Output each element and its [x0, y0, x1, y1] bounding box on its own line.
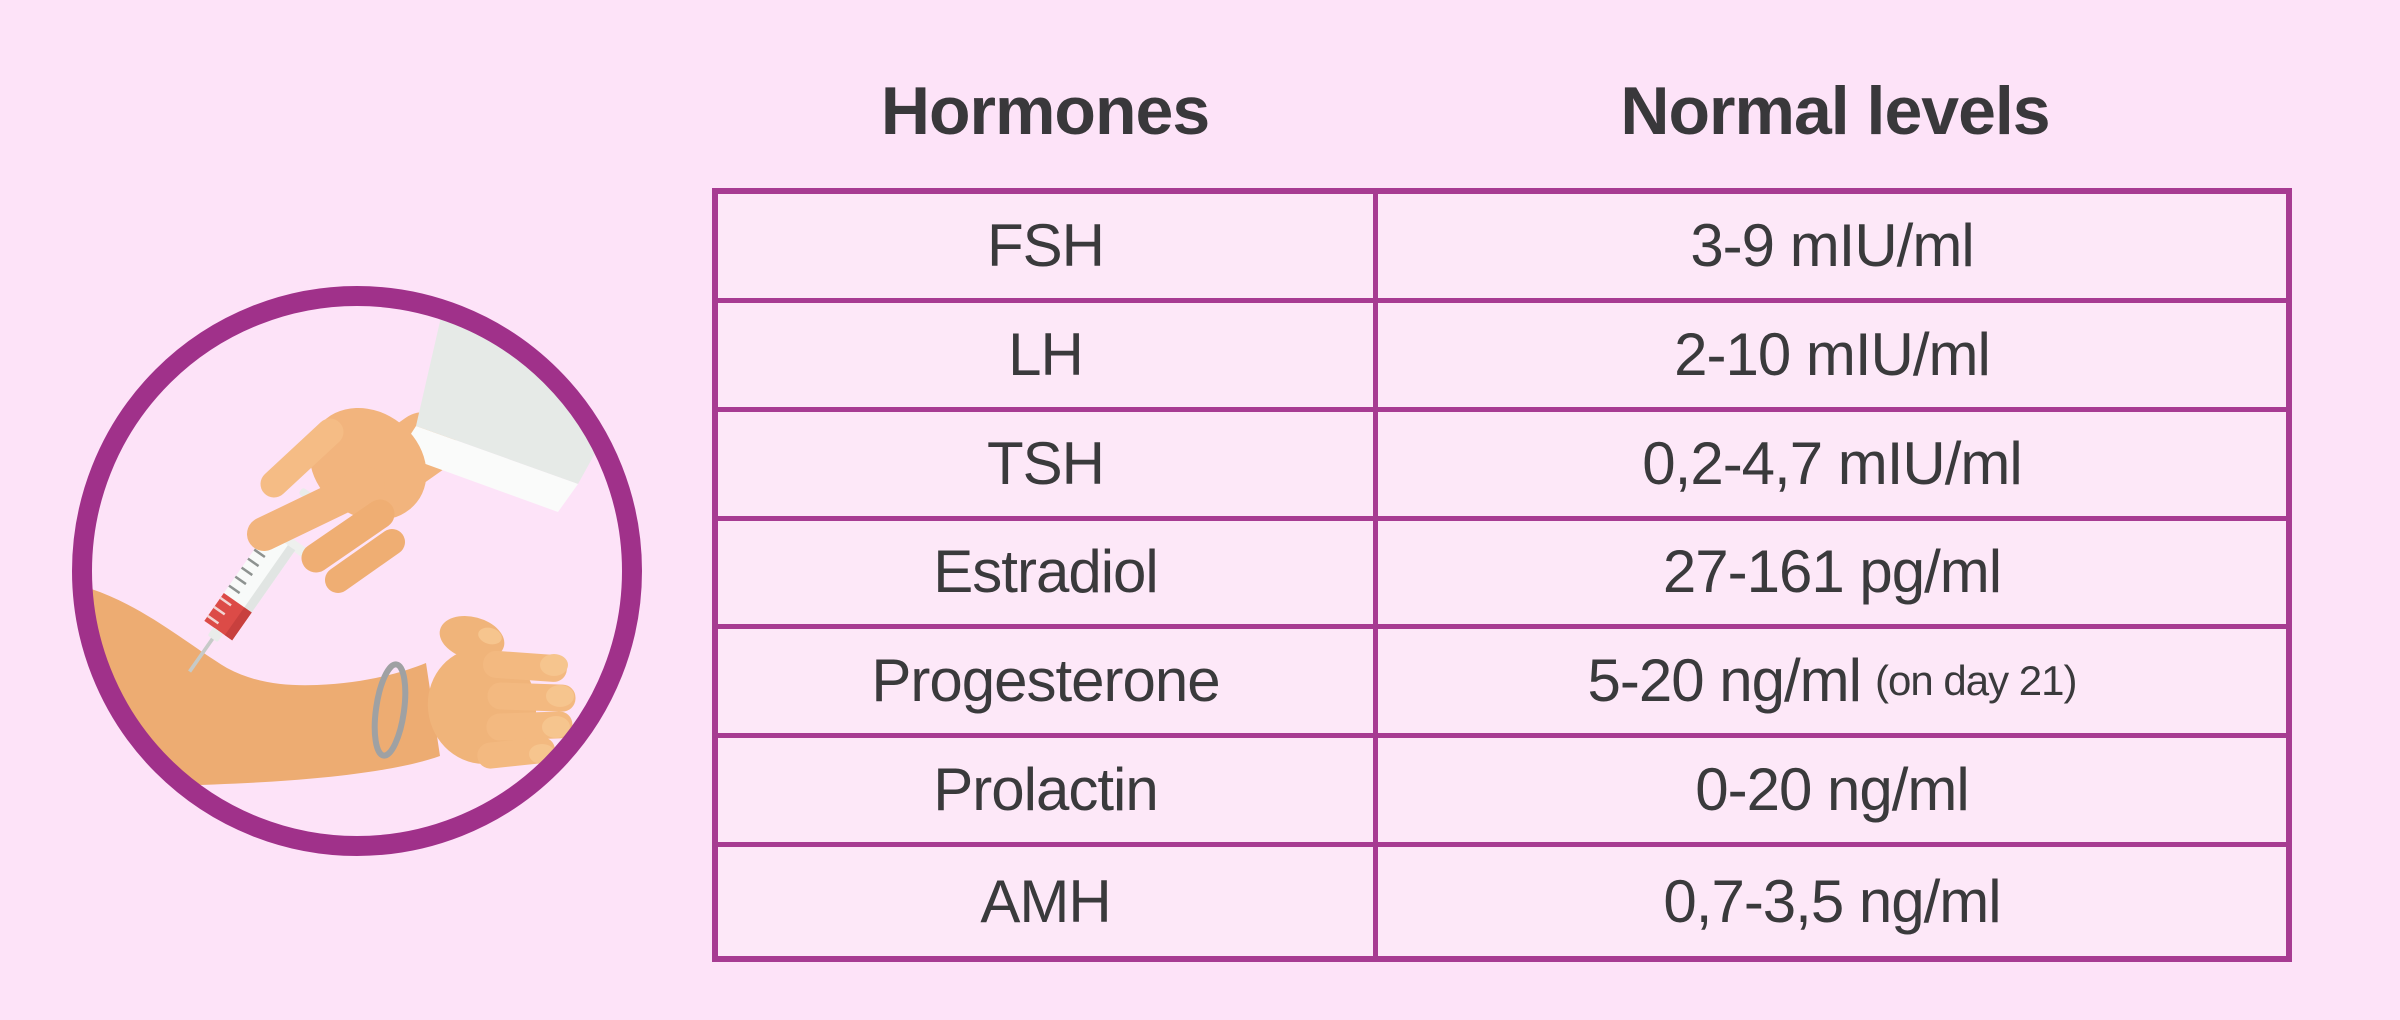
table-row: AMH 0,7-3,5 ng/ml: [718, 847, 2286, 956]
table-row: LH 2-10 mIU/ml: [718, 302, 2286, 412]
level-text: 0,2-4,7 mIU/ml: [1642, 429, 2022, 497]
circle-ring: [72, 286, 642, 856]
sleeve: [416, 305, 620, 484]
level-note: (on day 21): [1875, 657, 2077, 705]
hormone-table: FSH 3-9 mIU/ml LH 2-10 mIU/ml TSH 0,2-4,…: [712, 188, 2292, 962]
hormone-level-cell: 5-20 ng/ml (on day 21): [1378, 629, 2286, 733]
table-row: FSH 3-9 mIU/ml: [718, 194, 2286, 303]
hormone-level-cell: 27-161 pg/ml: [1378, 521, 2286, 625]
column-header-hormones: Hormones: [880, 73, 1210, 149]
table-row: Progesterone 5-20 ng/ml (on day 21): [718, 629, 2286, 739]
doctor-fingers: [247, 418, 405, 593]
hormone-name-cell: TSH: [718, 411, 1378, 516]
level-text: 27-161 pg/ml: [1662, 538, 2002, 606]
table-row: Estradiol 27-161 pg/ml: [718, 520, 2286, 630]
hormone-name-cell: Prolactin: [718, 738, 1378, 843]
hormone-level-cell: 0-20 ng/ml: [1378, 738, 2286, 842]
hormone-name-cell: Estradiol: [718, 520, 1378, 625]
hormone-name-cell: FSH: [718, 194, 1378, 298]
bracelet-icon: [371, 661, 409, 759]
hormone-level-cell: 0,7-3,5 ng/ml: [1378, 847, 2286, 956]
hormone-name-cell: AMH: [718, 847, 1378, 956]
thumb: [439, 615, 505, 661]
level-text: 5-20 ng/ml: [1587, 647, 1862, 715]
patient-arm: [91, 581, 440, 787]
table-row: TSH 0,2-4,7 mIU/ml: [718, 411, 2286, 521]
sleeve-cuff: [398, 426, 578, 512]
hormone-level-cell: 2-10 mIU/ml: [1378, 303, 2286, 407]
needle: [188, 637, 214, 673]
level-text: 0,7-3,5 ng/ml: [1663, 867, 2001, 935]
column-header-normal-levels: Normal levels: [1620, 73, 2050, 149]
blood-test-illustration: [72, 286, 642, 856]
table-row: Prolactin 0-20 ng/ml: [718, 738, 2286, 848]
level-text: 0-20 ng/ml: [1695, 756, 1969, 824]
level-text: 3-9 mIU/ml: [1690, 211, 1974, 279]
level-text: 2-10 mIU/ml: [1674, 320, 1991, 388]
hormone-level-cell: 0,2-4,7 mIU/ml: [1378, 412, 2286, 516]
patient-fist: [427, 615, 576, 769]
hormone-name-cell: Progesterone: [718, 629, 1378, 734]
hormone-level-cell: 3-9 mIU/ml: [1378, 194, 2286, 298]
hormone-name-cell: LH: [718, 302, 1378, 407]
